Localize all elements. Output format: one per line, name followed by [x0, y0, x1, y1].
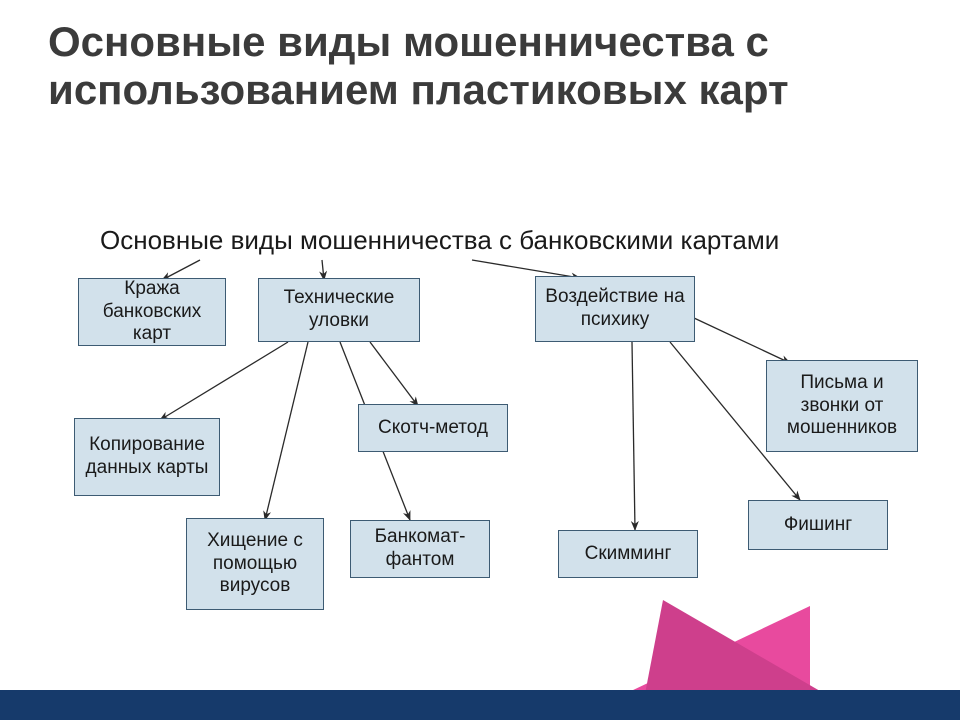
node-n4: Письма и звонки от мошенников	[766, 360, 918, 452]
edge-3	[160, 342, 288, 420]
bottom-bar	[0, 690, 960, 720]
slide-root: { "title": { "text": "Основные виды моше…	[0, 0, 960, 720]
edges-group	[160, 260, 800, 530]
edge-4	[265, 342, 308, 520]
edge-6	[370, 342, 418, 406]
node-n10: Фишинг	[748, 500, 888, 550]
edge-7	[632, 342, 635, 530]
node-n3: Воздействие на психику	[535, 276, 695, 342]
node-n8: Банкомат-фантом	[350, 520, 490, 578]
node-n7: Хищение с помощью вирусов	[186, 518, 324, 610]
edge-9	[694, 318, 790, 363]
node-n6: Скотч-метод	[358, 404, 508, 452]
edge-1	[322, 260, 324, 280]
node-n9: Скимминг	[558, 530, 698, 578]
node-n2: Технические уловки	[258, 278, 420, 342]
node-n1: Кража банковских карт	[78, 278, 226, 346]
node-n5: Копирование данных карты	[74, 418, 220, 496]
